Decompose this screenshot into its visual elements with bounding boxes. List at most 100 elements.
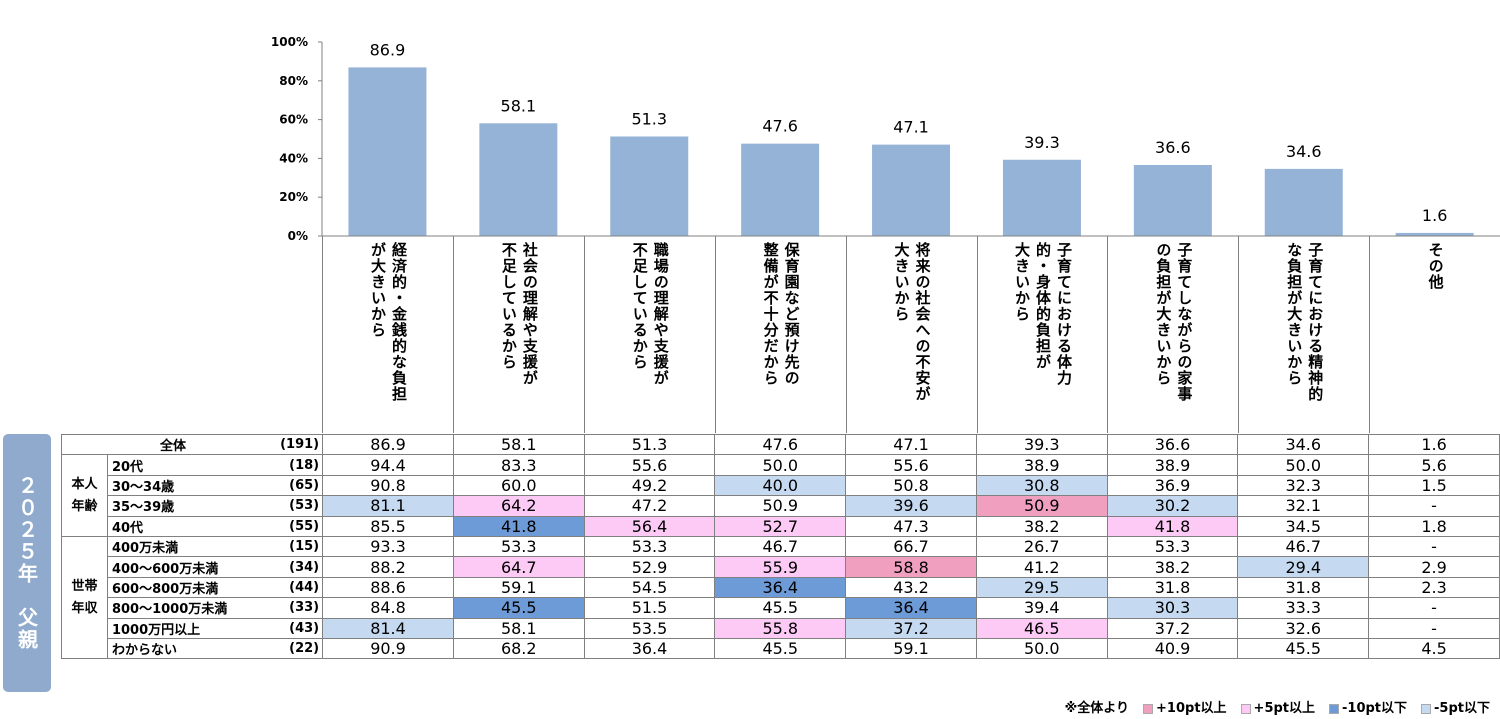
data-label: 47.6 — [762, 117, 798, 136]
data-label: 34.6 — [1286, 142, 1322, 161]
legend-label: -10pt以下 — [1342, 701, 1408, 716]
data-label: 1.6 — [1422, 206, 1447, 225]
value-cell: 38.2 — [1106, 556, 1239, 578]
value-cell: 59.1 — [845, 637, 977, 660]
value-cell: 51.3 — [583, 433, 716, 456]
table-row: 1000万円以上 (43) 81.4 58.1 53.5 55.8 37.2 46.5 37.2… — [62, 617, 1500, 639]
data-table: 全体 (191) 86.9 58.1 51.3 47.6 47.1 39.3 36.6 34.6 1… — [61, 433, 1500, 660]
data-label: 86.9 — [370, 40, 406, 59]
data-label: 51.3 — [631, 109, 667, 128]
category-label: 保育園など預け先の 整備が不十分だから — [761, 242, 801, 386]
value-cell: 5.6 — [1368, 454, 1500, 476]
value-cell: 40.0 — [714, 474, 847, 497]
sample-size: (53) — [280, 495, 324, 517]
value-cell: 40.9 — [1106, 637, 1239, 660]
table-row: 40代 (55) 85.5 41.8 56.4 52.7 47.3 38.2 41.8 34.5 1… — [62, 515, 1500, 537]
row-label: 40代 — [106, 515, 281, 537]
value-cell: 36.4 — [714, 576, 847, 599]
legend-label: +10pt以上 — [1156, 701, 1227, 716]
value-cell: 81.1 — [322, 495, 454, 517]
row-label: 30～34歳 — [106, 474, 281, 497]
value-cell: 36.4 — [583, 637, 716, 660]
value-cell: 30.2 — [1106, 495, 1239, 517]
value-cell: 45.5 — [714, 637, 847, 660]
value-cell: 54.5 — [583, 576, 716, 599]
row-label: 400万未満 — [106, 535, 281, 558]
value-cell: 59.1 — [452, 576, 585, 599]
value-cell: 30.3 — [1106, 597, 1239, 619]
bar — [479, 123, 558, 236]
value-cell: 39.3 — [975, 433, 1108, 456]
table-row: 35～39歳 (53) 81.1 64.2 47.2 50.9 39.6 50.9 30.2 32… — [62, 495, 1500, 517]
legend-swatch — [1329, 703, 1340, 714]
legend-swatch — [1421, 703, 1432, 714]
value-cell: 58.1 — [452, 433, 585, 456]
category-column: その他 — [1369, 236, 1500, 433]
value-cell: 41.8 — [452, 515, 585, 537]
value-cell: 52.7 — [714, 515, 847, 537]
value-cell: 31.8 — [1237, 576, 1370, 599]
category-column: 子育てにおける精神的 な負担が大きいから — [1238, 236, 1369, 433]
category-label: 子育てにおける体力 的・身体的負担が 大きいから — [1012, 242, 1073, 386]
row-label: 600～800万未満 — [106, 576, 281, 599]
value-cell: 81.4 — [322, 617, 454, 639]
value-cell: 49.2 — [583, 474, 716, 497]
bar-chart: 0% 20% 40% 60% 80% 100% 86.9 58.1 51.3 47.6 47.1 39… — [271, 35, 1500, 240]
group-label: 世帯 年収 — [61, 535, 108, 660]
value-cell: 1.8 — [1368, 515, 1500, 537]
row-label: 800～1000万未満 — [106, 597, 281, 619]
y-tick-label: 100% — [271, 35, 308, 49]
value-cell: 53.3 — [452, 535, 585, 558]
value-cell: 66.7 — [845, 535, 977, 558]
value-cell: 55.8 — [714, 617, 847, 639]
value-cell: 55.6 — [845, 454, 977, 476]
table-row: 全体 (191) 86.9 58.1 51.3 47.6 47.1 39.3 36.6 34.6 1… — [61, 433, 1500, 456]
value-cell: 43.2 — [845, 576, 977, 599]
y-tick-label: 0% — [288, 229, 308, 240]
sample-size: (34) — [280, 556, 324, 578]
value-cell: 46.5 — [975, 617, 1108, 639]
value-cell: 58.8 — [845, 556, 977, 578]
category-column: 保育園など預け先の 整備が不十分だから — [714, 236, 846, 433]
bar — [1133, 164, 1212, 236]
value-cell: 34.6 — [1237, 433, 1370, 456]
value-cell: 84.8 — [322, 597, 454, 619]
bar — [348, 67, 427, 236]
value-cell: 60.0 — [452, 474, 585, 497]
sample-size: (22) — [280, 637, 324, 660]
value-cell: 38.2 — [975, 515, 1108, 537]
value-cell: 38.9 — [975, 454, 1108, 476]
row-label: 全体 — [61, 433, 281, 456]
value-cell: 55.9 — [714, 556, 847, 578]
legend-item: -10pt以下 — [1329, 697, 1407, 716]
sample-size: (65) — [280, 474, 324, 497]
value-cell: 56.4 — [583, 515, 716, 537]
sample-size: (33) — [280, 597, 324, 619]
value-cell: 2.3 — [1368, 576, 1500, 599]
value-cell: 55.6 — [583, 454, 716, 476]
row-label: わからない — [106, 637, 281, 660]
value-cell: 90.9 — [322, 637, 454, 660]
value-cell: 45.5 — [1237, 637, 1370, 660]
legend-swatch — [1143, 703, 1154, 714]
legend-prefix: ※全体より — [1064, 701, 1130, 716]
value-cell: 47.3 — [845, 515, 977, 537]
value-cell: 33.3 — [1237, 597, 1370, 619]
value-cell: 93.3 — [322, 535, 454, 558]
value-cell: 64.7 — [452, 556, 585, 578]
value-cell: 37.2 — [1106, 617, 1239, 639]
legend-item: +5pt以上 — [1240, 697, 1315, 716]
row-label: 400～600万未満 — [106, 556, 281, 578]
value-cell: 94.4 — [322, 454, 454, 476]
table-row: 400～600万未満 (34) 88.2 64.7 52.9 55.9 58.8 41.2 38… — [62, 556, 1500, 578]
value-cell: 46.7 — [714, 535, 847, 558]
table-row: 800～1000万未満 (33) 84.8 45.5 51.5 45.5 36.4 39.4 3… — [62, 597, 1500, 619]
side-label: ２０２５年 父親 — [3, 434, 51, 692]
y-tick-label: 60% — [279, 113, 308, 127]
value-cell: - — [1368, 597, 1500, 619]
category-column: 子育てしながらの家事 の負担が大きいから — [1107, 236, 1238, 433]
value-cell: 53.3 — [1106, 535, 1239, 558]
y-tick-label: 80% — [279, 74, 308, 88]
y-tick-label: 20% — [279, 190, 308, 204]
